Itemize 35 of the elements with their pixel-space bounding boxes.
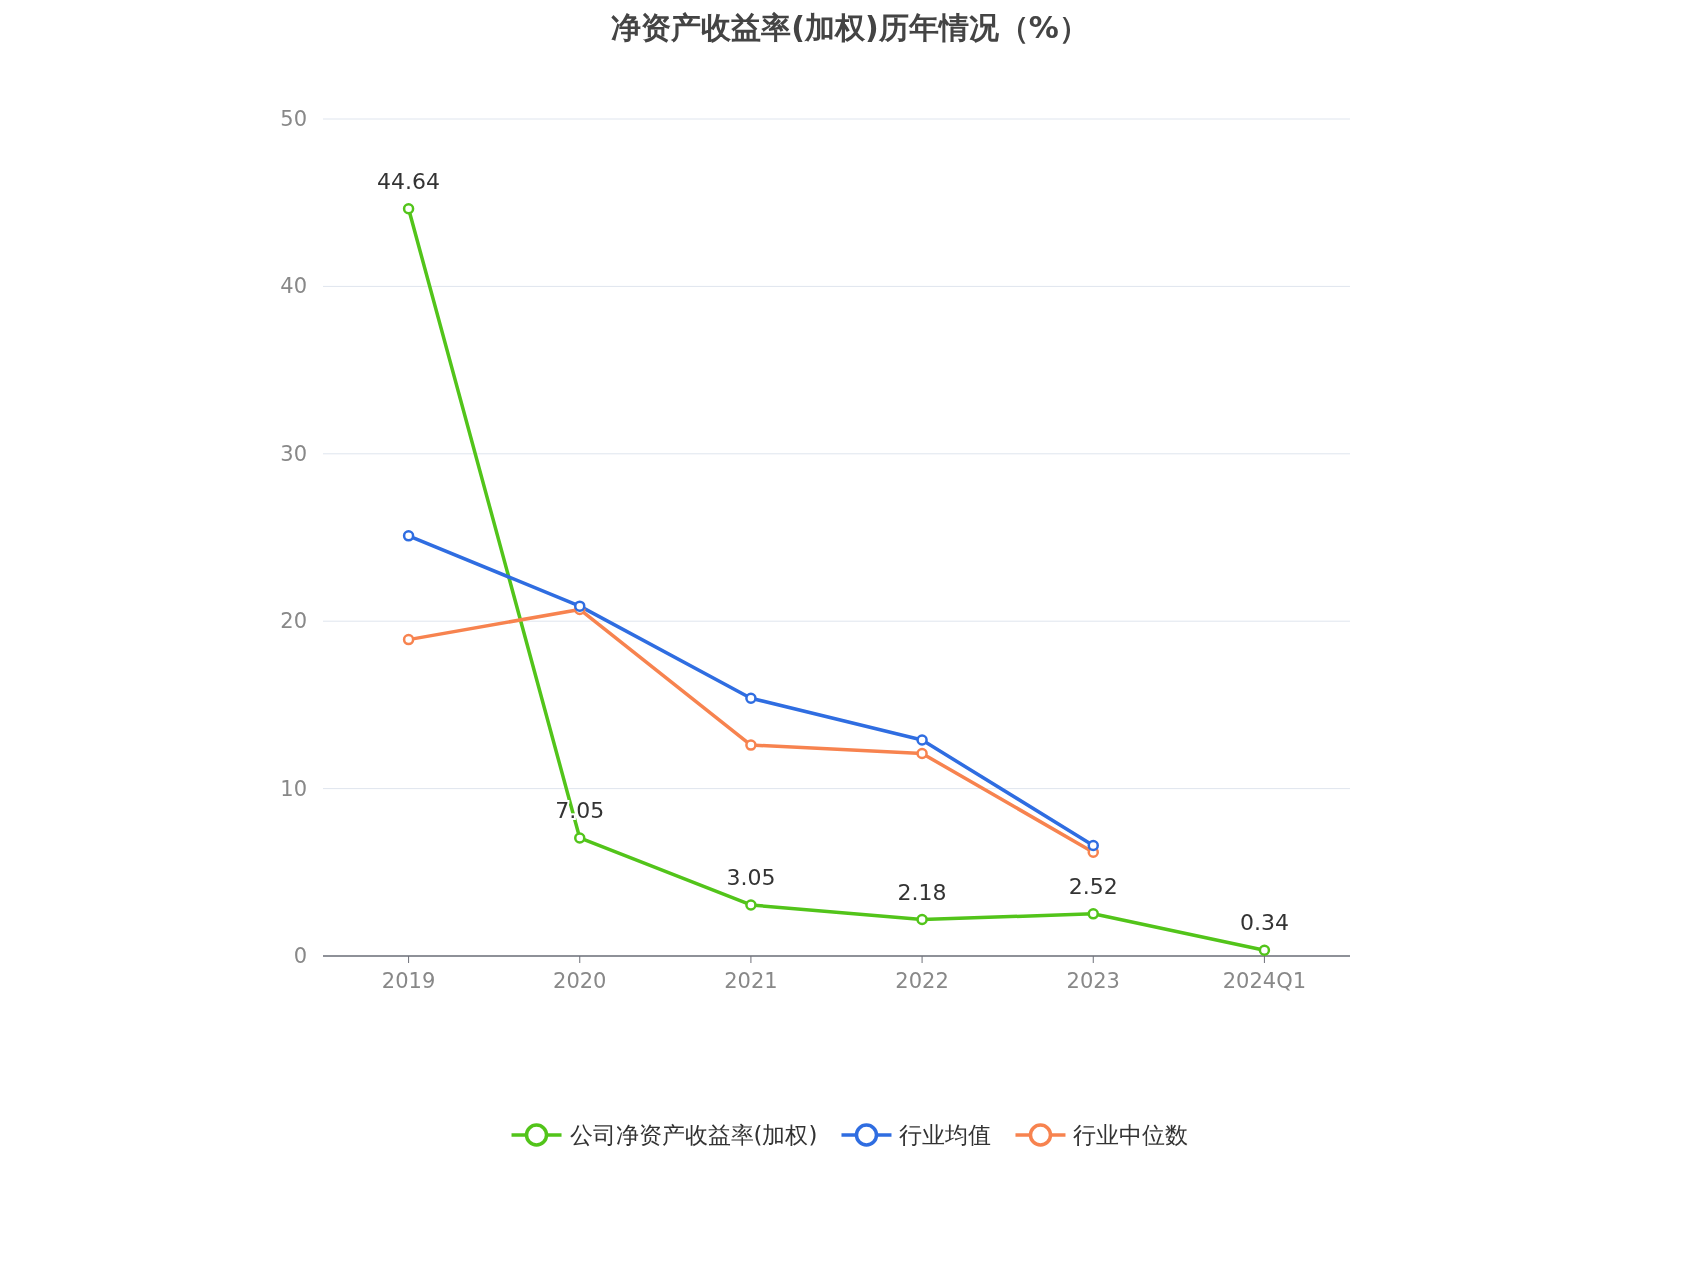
point (916, 734, 928, 746)
point (745, 899, 757, 911)
data-label: 2.18 (897, 879, 947, 905)
y-tick-label: 0 (293, 944, 307, 968)
y-tick-label: 50 (280, 107, 307, 131)
data-label: 44.64 (377, 168, 441, 194)
point (745, 692, 757, 704)
legend-label: 行业中位数 (1073, 1122, 1189, 1148)
point (1258, 944, 1271, 957)
point (574, 832, 586, 844)
point (916, 913, 928, 926)
y-tick-label: 30 (280, 441, 307, 466)
point (745, 739, 757, 751)
data-label: 2.52 (1068, 873, 1118, 899)
point (402, 202, 415, 215)
legend-label: 公司净资产收益率(加权) (569, 1122, 818, 1148)
x-tick-label: 2024Q1 (1222, 969, 1307, 993)
data-label: 3.05 (726, 864, 776, 890)
x-tick-label: 2022 (895, 969, 949, 993)
x-tick-label: 2019 (381, 969, 436, 993)
chart-title: 净资产收益率(加权)历年情况（%） (611, 10, 1089, 45)
point (402, 633, 415, 646)
point (1087, 908, 1099, 920)
x-tick-label: 2023 (1066, 969, 1120, 993)
point (916, 747, 928, 760)
data-label: 0.34 (1239, 910, 1289, 936)
y-tick-label: 10 (280, 776, 307, 801)
y-tick-label: 20 (280, 609, 307, 634)
point (1087, 839, 1099, 852)
y-tick-label: 40 (280, 274, 307, 299)
legend-label: 行业均值 (899, 1122, 992, 1148)
x-tick-label: 2020 (553, 969, 607, 993)
point (402, 530, 415, 542)
x-tick-label: 2021 (724, 969, 778, 993)
point (574, 600, 586, 612)
